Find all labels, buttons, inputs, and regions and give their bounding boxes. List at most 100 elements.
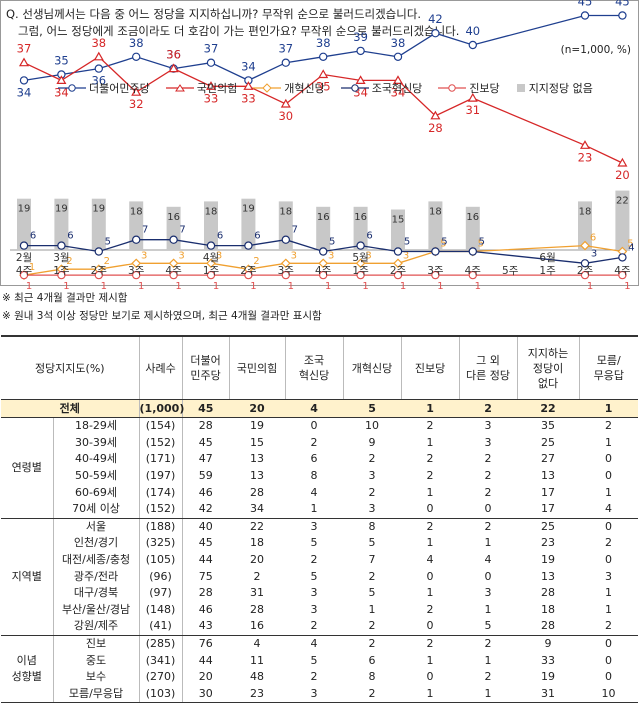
table-cell: 46 — [198, 602, 213, 616]
question-line-2: 그럼, 어느 정당에게 조금이라도 더 호감이 가는 편인가요? 무작위 순으로… — [18, 24, 460, 38]
note-2: ※ 원내 3석 이상 정당만 보기로 제시하였으며, 최근 4개월 결과만 표시… — [2, 310, 322, 322]
sample-size: (197) — [138, 467, 183, 485]
table-row: 70세 이상 (152) 42 34 1 3 0 0 17 4 — [1, 500, 639, 519]
data-label: 1 — [325, 281, 331, 290]
question-line-1: Q. 선생님께서는 다음 중 어느 정당을 지지하십니까? 무작위 순으로 불러… — [6, 7, 422, 21]
no-party-bar-label: 18 — [205, 206, 218, 217]
table-cell: 7 — [368, 553, 376, 567]
group-label: 연령별 — [1, 417, 54, 519]
data-point-marker — [205, 81, 217, 90]
chart-frame — [0, 0, 639, 286]
data-point-marker — [244, 241, 253, 250]
data-label: 1 — [26, 281, 32, 290]
table-cell: 2 — [605, 536, 613, 550]
sample-size: (105) — [138, 551, 183, 569]
table-row: 모름/무응답 (103) 30 23 3 2 1 1 31 10 — [1, 685, 639, 704]
no-party-bar-label: 16 — [466, 212, 479, 223]
data-label: 1 — [101, 281, 107, 290]
data-label: 5 — [441, 237, 447, 248]
table-cell: 9 — [368, 435, 376, 449]
table-cell: 1 — [426, 653, 434, 667]
sample-size: (171) — [138, 451, 183, 468]
table-cell: 3 — [484, 586, 492, 600]
data-label: 32 — [129, 97, 144, 111]
x-tick-label-week: 3주 — [278, 265, 295, 277]
table-cell: 45 — [182, 399, 230, 418]
legend-label: 국민의힘 — [196, 82, 238, 95]
data-point-marker — [618, 270, 627, 280]
table-cell: 28 — [541, 586, 556, 600]
table-cell: 28 — [250, 602, 265, 616]
table-cell: 2 — [484, 637, 492, 651]
table-row: 60-69세 (174) 46 28 4 2 1 2 17 1 — [1, 484, 638, 501]
data-point-marker — [56, 75, 67, 85]
data-point-marker — [131, 258, 142, 269]
table-cell: 2 — [605, 419, 613, 433]
table-cell: 30 — [182, 685, 230, 704]
table-cell: 2 — [285, 618, 344, 636]
table-cell: 5 — [310, 536, 318, 550]
data-label: 33 — [204, 91, 219, 105]
data-label: 39 — [353, 30, 368, 44]
table-cell: 44 — [198, 553, 213, 567]
table-cell: 5 — [310, 569, 318, 583]
data-point-marker — [19, 241, 29, 250]
table-cell: 4 — [484, 553, 492, 567]
data-label: 1 — [587, 281, 593, 290]
chart-legend: 더불어민주당 국민의힘 개혁신당 조국혁신당 진보당 지지정당 없음 — [58, 80, 593, 96]
data-label: 34 — [54, 85, 69, 99]
table-row: 지역별 서울 (188) 40 22 3 8 2 2 25 0 — [1, 518, 638, 636]
x-tick-label-week: 3주 — [128, 265, 145, 277]
table-cell: 0 — [605, 519, 613, 533]
table-cell: 3 — [310, 602, 318, 616]
table-cell: 33 — [541, 653, 556, 667]
table-cell: 2 — [426, 637, 434, 651]
row-label: 50-59세 — [74, 469, 118, 483]
no-party-bar — [54, 198, 69, 250]
legend-label: 조국혁신당 — [371, 82, 423, 95]
table-row: 강원/제주 (41) 43 16 2 2 0 5 28 2 — [1, 618, 639, 636]
no-party-bar-label: 18 — [279, 206, 292, 217]
table-cell: 2 — [368, 485, 376, 499]
table-row: 30-39세 (152) 45 15 2 9 1 3 25 1 — [1, 434, 638, 452]
table-cell: 4 — [310, 637, 318, 651]
data-label: 1 — [29, 262, 35, 273]
sample-size: (270) — [138, 668, 183, 686]
table-cell: 15 — [250, 435, 265, 449]
data-point-marker — [618, 11, 627, 20]
sample-size: (285) — [138, 635, 183, 653]
table-cell: 2 — [484, 469, 492, 483]
data-point-marker — [18, 57, 30, 67]
legend-label: 지지정당 없음 — [528, 82, 593, 95]
table-cell: 75 — [198, 569, 213, 583]
table-cell: 13 — [250, 469, 265, 483]
legend-item: 더불어민주당 — [58, 80, 150, 96]
data-point-marker — [93, 51, 104, 61]
sample-size: (154) — [138, 417, 183, 435]
table-row: 중도 (341) 44 11 5 6 1 1 33 0 — [1, 652, 638, 669]
table-cell: 8 — [368, 670, 376, 684]
data-point-marker — [19, 270, 29, 280]
table-cell: 1 — [605, 602, 613, 616]
data-point-marker — [318, 258, 329, 269]
table-cell: 5 — [368, 536, 376, 550]
data-label: 23 — [578, 150, 593, 164]
data-label: 37 — [17, 42, 32, 56]
row-label: 중도 — [85, 653, 107, 667]
table-cell: 5 — [343, 399, 402, 418]
table-cell: 0 — [401, 500, 460, 519]
table-cell: 4 — [579, 500, 639, 519]
row-label: 진보 — [85, 637, 107, 651]
table-cell: 0 — [426, 670, 434, 684]
group-label: 이념 성향별 — [1, 635, 54, 704]
no-party-bar — [465, 206, 480, 250]
sample-size: (152) — [138, 434, 183, 452]
row-label: 부산/울산/경남 — [61, 602, 131, 616]
data-point-marker — [356, 270, 365, 280]
no-party-bar-label: 18 — [579, 206, 592, 217]
legend-label: 개혁신당 — [284, 82, 325, 95]
table-cell: 2 — [310, 553, 318, 567]
sample-size: (174) — [138, 484, 183, 501]
x-tick-label-month: 3월 — [53, 252, 69, 264]
